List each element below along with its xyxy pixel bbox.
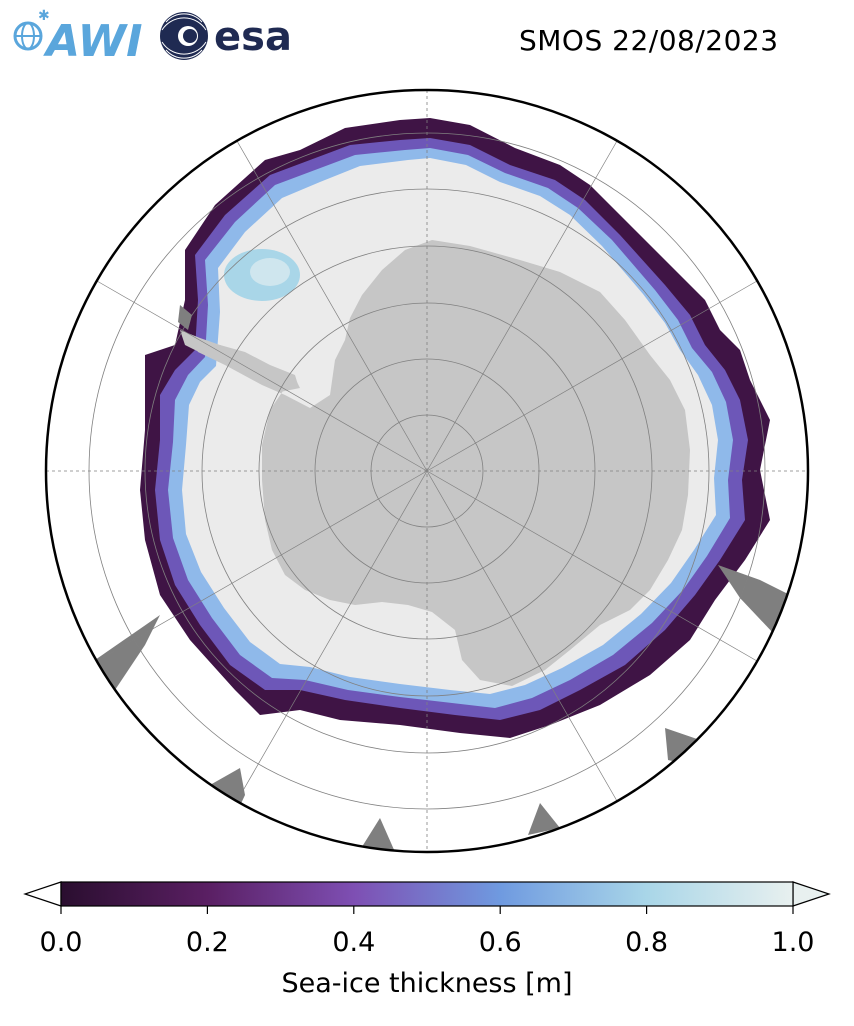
colorbar-tick-label: 0.2: [186, 927, 229, 958]
colorbar-extend-high: [792, 881, 831, 907]
colorbar-label: Sea-ice thickness [m]: [281, 968, 572, 999]
esa-emblem-icon: [160, 12, 208, 60]
colorbar-ticks: 0.0 0.2 0.4 0.6 0.8 1.0: [40, 906, 815, 958]
antarctic-peninsula: [180, 330, 300, 392]
antarctica-land: [190, 240, 690, 686]
svg-text:✱: ✱: [38, 8, 50, 24]
esa-logo-text: esa: [214, 14, 292, 60]
colorbar-tick-label: 1.0: [772, 927, 815, 958]
colorbar-extend-low: [23, 881, 62, 907]
colorbar-tick-label: 0.0: [40, 927, 83, 958]
colorbar-gradient: [60, 881, 794, 907]
meridians: [96, 140, 758, 802]
globe-icon: ✱: [13, 8, 50, 51]
page-title: SMOS 22/08/2023: [519, 24, 779, 57]
colorbar-tick-label: 0.6: [479, 927, 522, 958]
colorbar-tick-label: 0.4: [332, 927, 375, 958]
colorbar-tick-label: 0.8: [625, 927, 668, 958]
thick-ice-core: [250, 258, 290, 286]
awi-logo: ✱ AWI: [8, 8, 148, 68]
esa-logo: esa: [158, 8, 308, 68]
polar-map: [44, 88, 810, 854]
map-boundary: [44, 88, 810, 854]
awi-logo-text: AWI: [43, 16, 143, 64]
